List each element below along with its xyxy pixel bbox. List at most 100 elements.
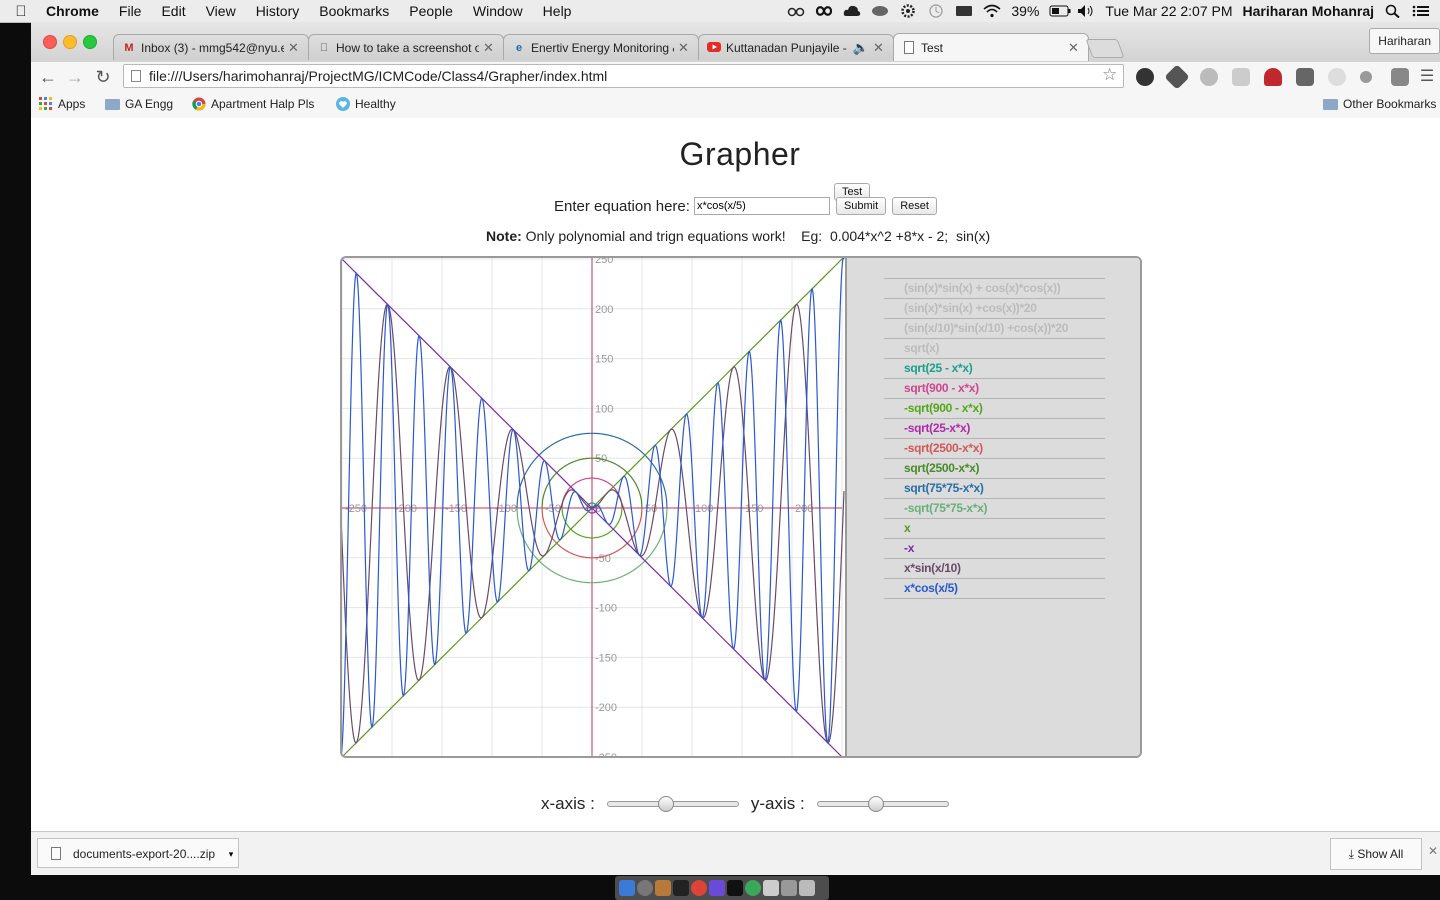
tab-enertiv[interactable]: e Enertiv Energy Monitoring & ✕: [503, 34, 699, 60]
equation-history-item[interactable]: (sin(x/10)*sin(x/10) +cos(x))*20: [884, 319, 1105, 339]
equation-history-item[interactable]: sqrt(25 - x*x): [884, 359, 1105, 379]
trash-icon[interactable]: [799, 880, 815, 896]
extension-red-icon[interactable]: [1264, 68, 1282, 86]
cloud-icon[interactable]: [843, 4, 861, 18]
glasses-icon[interactable]: [787, 4, 805, 18]
preview-icon[interactable]: [763, 880, 779, 896]
chrome-dock-icon[interactable]: [691, 880, 707, 896]
extension-c-icon[interactable]: [1391, 68, 1409, 86]
tab-close-icon[interactable]: ✕: [483, 39, 494, 55]
drive-icon[interactable]: [871, 4, 889, 18]
infinity-icon[interactable]: [815, 4, 833, 18]
x-axis-slider-handle[interactable]: [658, 796, 675, 812]
new-tab-button[interactable]: [1085, 39, 1125, 58]
menu-bookmarks[interactable]: Bookmarks: [319, 3, 390, 19]
spotify-icon[interactable]: [745, 880, 761, 896]
extension-hex-icon[interactable]: [1164, 64, 1190, 90]
equation-history-item[interactable]: (sin(x)*sin(x) +cos(x))*20: [884, 299, 1105, 319]
page-info-icon[interactable]: [131, 70, 141, 82]
tab-close-icon[interactable]: ✕: [873, 39, 884, 55]
equation-history-item[interactable]: sqrt(900 - x*x): [884, 379, 1105, 399]
equation-history-item[interactable]: sqrt(2500-x*x): [884, 459, 1105, 479]
equation-history-item[interactable]: x: [884, 519, 1105, 539]
apple-menu-icon[interactable]: : [0, 3, 42, 20]
bookmark-apartment[interactable]: Apartment Halp Pls: [192, 97, 314, 111]
menu-file[interactable]: File: [118, 3, 142, 19]
bookmark-apps[interactable]: Apps: [39, 97, 85, 111]
download-menu-caret-icon[interactable]: ▾: [224, 838, 239, 868]
menu-view[interactable]: View: [205, 3, 236, 19]
submit-button[interactable]: Submit: [835, 197, 887, 215]
equation-history-item[interactable]: sqrt(x): [884, 339, 1105, 359]
bookmark-ga-engg[interactable]: GA Engg: [105, 97, 173, 111]
volume-icon[interactable]: [1077, 4, 1095, 18]
x-axis-slider[interactable]: [606, 796, 739, 812]
close-window-button[interactable]: [43, 35, 57, 49]
gear-icon[interactable]: [899, 4, 917, 18]
clock[interactable]: Tue Mar 22 2:07 PM: [1105, 3, 1233, 19]
equation-history-item[interactable]: -x: [884, 539, 1105, 559]
photos-icon[interactable]: [655, 880, 671, 896]
reload-icon[interactable]: ↻: [95, 67, 111, 87]
y-axis-slider[interactable]: [816, 796, 949, 812]
equation-history-item[interactable]: x*sin(x/10): [884, 559, 1105, 579]
equation-input[interactable]: [693, 197, 830, 215]
menu-edit[interactable]: Edit: [161, 3, 186, 19]
tab-gmail[interactable]: M Inbox (3) - mmg542@nyu.e ✕: [113, 34, 309, 60]
forward-arrow-icon[interactable]: →: [66, 67, 84, 87]
extension-bow-icon[interactable]: [1296, 68, 1314, 86]
equation-history-item[interactable]: -sqrt(2500-x*x): [884, 439, 1105, 459]
bookmark-star-icon[interactable]: ☆: [1102, 65, 1118, 84]
zoom-window-button[interactable]: [83, 35, 97, 49]
terminal-icon[interactable]: [727, 880, 743, 896]
extension-card-icon[interactable]: [1232, 68, 1250, 86]
back-arrow-icon[interactable]: ←: [39, 67, 57, 87]
time-machine-icon[interactable]: [927, 4, 945, 18]
minimize-window-button[interactable]: [63, 35, 77, 49]
user-name[interactable]: Hariharan Mohanraj: [1242, 3, 1374, 19]
bookmark-healthy[interactable]: Healthy: [336, 97, 396, 111]
tab-youtube[interactable]: Kuttanadan Punjayile - | 🔈 ✕: [698, 34, 894, 60]
tab-test[interactable]: Test ✕: [893, 33, 1089, 61]
profile-button[interactable]: Hariharan: [1369, 28, 1440, 54]
download-item[interactable]: documents-export-20....zip: [37, 838, 239, 868]
equation-history-item[interactable]: -sqrt(25-x*x): [884, 419, 1105, 439]
chrome-menu-icon[interactable]: ☰: [1419, 68, 1435, 85]
battery-icon[interactable]: [1049, 4, 1071, 18]
extension-swirl-icon[interactable]: [1328, 68, 1346, 86]
show-all-downloads-button[interactable]: ⤓ Show All: [1330, 838, 1422, 870]
menu-help[interactable]: Help: [542, 3, 572, 19]
imovie-icon[interactable]: [709, 880, 725, 896]
menu-history[interactable]: History: [255, 3, 300, 19]
menu-window[interactable]: Window: [472, 3, 523, 19]
downloads-stack-icon[interactable]: [781, 880, 797, 896]
keyboard-icon[interactable]: [955, 4, 973, 18]
equation-history-item[interactable]: sqrt(75*75-x*x): [884, 479, 1105, 499]
extension-shield-icon[interactable]: [1136, 68, 1154, 86]
wifi-icon[interactable]: [983, 4, 1001, 18]
tab-close-icon[interactable]: ✕: [288, 39, 299, 55]
finder-icon[interactable]: [619, 880, 635, 896]
activity-monitor-icon[interactable]: [673, 880, 689, 896]
y-axis-slider-handle[interactable]: [868, 796, 885, 812]
equation-history-item[interactable]: x*cos(x/5): [884, 579, 1105, 599]
notification-center-icon[interactable]: [1412, 4, 1430, 18]
spotlight-search-icon[interactable]: [1384, 4, 1402, 19]
graph-canvas[interactable]: -250 -200 -150 -100 -50 0 50 100 150 200250200150…: [342, 258, 845, 758]
speaker-icon[interactable]: 🔈: [852, 39, 869, 55]
equation-history-item[interactable]: -sqrt(75*75-x*x): [884, 499, 1105, 519]
tab-close-icon[interactable]: ✕: [678, 39, 689, 55]
extension-dot-icon[interactable]: [1200, 68, 1218, 86]
menu-app-chrome[interactable]: Chrome: [46, 3, 99, 19]
tab-screenshot-howto[interactable]:  How to take a screenshot o ✕: [308, 34, 504, 60]
menu-people[interactable]: People: [409, 3, 453, 19]
tab-close-icon[interactable]: ✕: [1068, 39, 1079, 55]
system-preferences-icon[interactable]: [637, 880, 653, 896]
equation-history-item[interactable]: (sin(x)*sin(x) + cos(x)*cos(x)): [884, 279, 1105, 299]
extension-circle-icon[interactable]: [1360, 71, 1372, 83]
equation-history-item[interactable]: -sqrt(900 - x*x): [884, 399, 1105, 419]
reset-button[interactable]: Reset: [892, 197, 937, 215]
address-bar[interactable]: file:///Users/harimohanraj/ProjectMG/ICM…: [123, 64, 1124, 88]
close-shelf-icon[interactable]: ✕: [1428, 844, 1439, 858]
other-bookmarks[interactable]: Other Bookmarks: [1323, 97, 1436, 111]
